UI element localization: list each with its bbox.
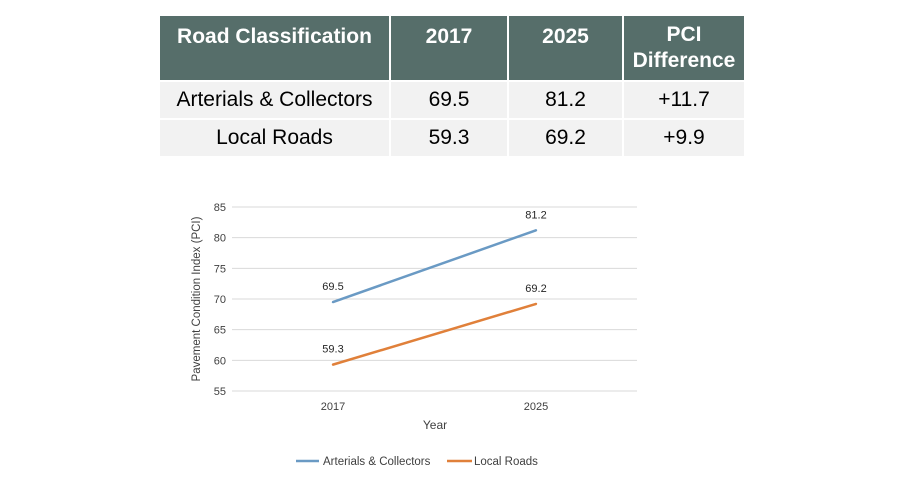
y-tick-label: 70 (214, 294, 226, 306)
header-pci-line2: Difference (632, 49, 736, 72)
cell-road-class: Arterials & Collectors (158, 80, 391, 120)
cell-2025: 81.2 (507, 80, 624, 120)
data-label: 69.5 (322, 281, 343, 293)
data-point (534, 302, 538, 306)
cell-2017: 69.5 (389, 80, 509, 120)
header-pci-difference: PCI Difference (622, 14, 746, 82)
x-tick-label: 2025 (524, 401, 548, 413)
data-label: 81.2 (525, 209, 546, 221)
data-point (331, 363, 335, 366)
data-point (534, 229, 538, 232)
header-road-classification: Road Classification (158, 14, 391, 82)
header-pci-line1: PCI (666, 23, 702, 46)
header-2017: 2017 (389, 14, 509, 82)
series-line (332, 229, 537, 304)
header-2025: 2025 (507, 14, 624, 82)
y-tick-label: 80 (214, 233, 226, 245)
x-axis-label: Year (423, 418, 447, 432)
y-tick-label: 75 (214, 263, 226, 275)
data-label: 59.3 (322, 344, 343, 356)
cell-difference: +9.9 (622, 118, 746, 158)
y-tick-label: 65 (214, 325, 226, 337)
cell-2025: 69.2 (507, 118, 624, 158)
cell-difference: +11.7 (622, 80, 746, 120)
table-row: Local Roads 59.3 69.2 +9.9 (158, 118, 746, 158)
x-tick-label: 2017 (321, 401, 345, 413)
cell-2017: 59.3 (389, 118, 509, 158)
legend-label: Local Roads (474, 456, 538, 468)
y-tick-label: 60 (214, 355, 226, 367)
legend-label: Arterials & Collectors (323, 456, 431, 468)
y-axis-label: Pavement Condition Index (PCI) (191, 216, 203, 381)
pci-comparison-table: Road Classification 2017 2025 PCI Differ… (158, 14, 746, 158)
cell-road-class: Local Roads (158, 118, 391, 158)
y-tick-label: 55 (214, 386, 226, 398)
y-tick-label: 85 (214, 202, 226, 214)
table-row: Arterials & Collectors 69.5 81.2 +11.7 (158, 80, 746, 120)
data-label: 69.2 (525, 283, 546, 295)
data-point (331, 300, 335, 304)
series-line (332, 302, 537, 366)
table-header-row: Road Classification 2017 2025 PCI Differ… (158, 14, 746, 82)
